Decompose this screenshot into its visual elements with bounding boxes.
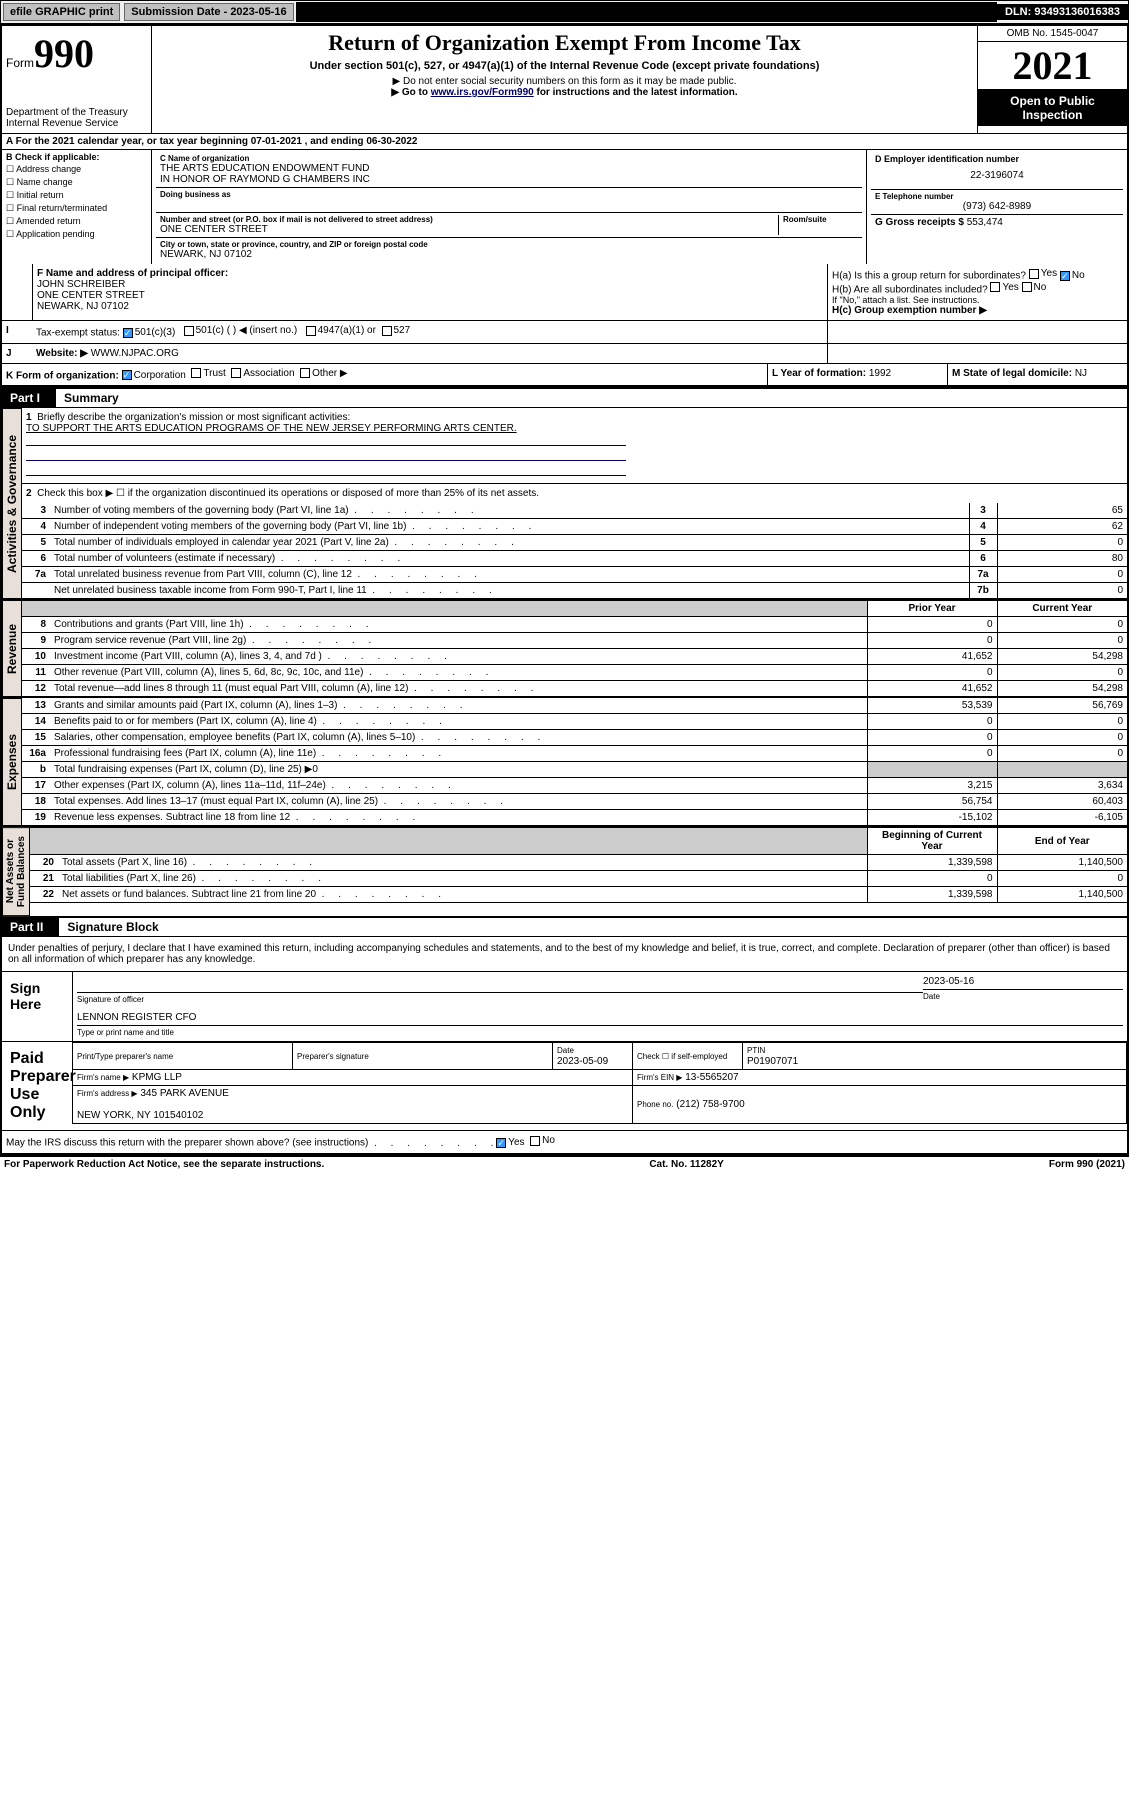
box-f: F Name and address of principal officer:… xyxy=(32,264,827,320)
declaration-text: Under penalties of perjury, I declare th… xyxy=(2,937,1127,971)
vlabel-revenue: Revenue xyxy=(2,600,22,697)
omb-number: OMB No. 1545-0047 xyxy=(978,26,1127,42)
discuss-row: May the IRS discuss this return with the… xyxy=(2,1131,1127,1155)
ssn-note: ▶ Do not enter social security numbers o… xyxy=(156,76,973,87)
vlabel-expenses: Expenses xyxy=(2,698,22,826)
preparer-table: Print/Type preparer's name Preparer's si… xyxy=(72,1042,1127,1124)
vlabel-netassets: Net Assets or Fund Balances xyxy=(2,827,30,916)
hb-yes[interactable]: Yes xyxy=(990,282,1018,293)
part1-header: Part I Summary xyxy=(2,387,1127,408)
hb-no[interactable]: No xyxy=(1022,282,1047,293)
page-footer: For Paperwork Reduction Act Notice, see … xyxy=(0,1157,1129,1172)
blank-line xyxy=(26,464,626,476)
form-title: Return of Organization Exempt From Incom… xyxy=(156,30,973,56)
form-body: Form990 Department of the Treasury Inter… xyxy=(0,24,1129,1157)
ck-assoc[interactable]: Association xyxy=(231,368,294,379)
expenses-table: 13Grants and similar amounts paid (Part … xyxy=(22,698,1127,826)
ck-final-return[interactable]: ☐ Final return/terminated xyxy=(6,203,147,214)
box-h: H(a) Is this a group return for subordin… xyxy=(827,264,1127,320)
org-name: THE ARTS EDUCATION ENDOWMENT FUND IN HON… xyxy=(160,163,858,185)
governance-table: 3Number of voting members of the governi… xyxy=(22,503,1127,599)
public-inspection: Open to Public Inspection xyxy=(978,90,1127,126)
box-k: K Form of organization: Corporation Trus… xyxy=(2,364,767,386)
telephone: (973) 642-8989 xyxy=(875,201,1119,212)
org-city: NEWARK, NJ 07102 xyxy=(160,249,858,260)
box-d-e-g: D Employer identification number 22-3196… xyxy=(867,150,1127,264)
sign-here-label: Sign Here xyxy=(2,972,72,1041)
instructions-link: ▶ Go to www.irs.gov/Form990 for instruct… xyxy=(156,87,973,98)
ck-address-change[interactable]: ☐ Address change xyxy=(6,164,147,175)
gross-receipts: 553,474 xyxy=(967,217,1003,228)
form-header: Form990 Department of the Treasury Inter… xyxy=(2,26,1127,134)
form-subtitle: Under section 501(c), 527, or 4947(a)(1)… xyxy=(156,60,973,72)
mission-text: TO SUPPORT THE ARTS EDUCATION PROGRAMS O… xyxy=(26,423,517,434)
box-i: Tax-exempt status: 501(c)(3) 501(c) ( ) … xyxy=(32,321,827,343)
ck-501c3[interactable]: 501(c)(3) xyxy=(123,327,176,338)
discuss-yes[interactable]: Yes xyxy=(496,1137,524,1148)
blank-line xyxy=(26,449,626,461)
irs-link[interactable]: www.irs.gov/Form990 xyxy=(431,87,534,98)
ha-no[interactable]: No xyxy=(1060,270,1085,281)
sig-date: 2023-05-16 xyxy=(923,976,1123,987)
topbar-spacer xyxy=(296,2,997,22)
box-c: C Name of organization THE ARTS EDUCATIO… xyxy=(152,150,867,264)
ck-4947[interactable]: 4947(a)(1) or xyxy=(306,325,376,336)
ck-other[interactable]: Other ▶ xyxy=(300,368,347,379)
ein: 22-3196074 xyxy=(875,164,1119,187)
ck-trust[interactable]: Trust xyxy=(191,368,225,379)
dept-label: Department of the Treasury Internal Reve… xyxy=(6,107,147,129)
ck-amended-return[interactable]: ☐ Amended return xyxy=(6,216,147,227)
org-address: ONE CENTER STREET xyxy=(160,224,778,235)
efile-print-button[interactable]: efile GRAPHIC print xyxy=(3,3,120,21)
ck-corp[interactable]: Corporation xyxy=(122,370,186,381)
paid-preparer-label: Paid Preparer Use Only xyxy=(2,1042,72,1130)
blank-line xyxy=(26,434,626,446)
tax-year: 2021 xyxy=(978,42,1127,90)
part2-header: Part II Signature Block xyxy=(2,916,1127,937)
box-j: Website: ▶ WWW.NJPAC.ORG xyxy=(32,344,827,363)
dln-label: DLN: 93493136016383 xyxy=(997,4,1128,20)
revenue-table: Prior YearCurrent Year 8Contributions an… xyxy=(22,600,1127,697)
ck-527[interactable]: 527 xyxy=(382,325,411,336)
discuss-no[interactable]: No xyxy=(530,1135,555,1146)
vlabel-governance: Activities & Governance xyxy=(2,408,22,599)
topbar: efile GRAPHIC print Submission Date - 20… xyxy=(0,0,1129,24)
box-b: B Check if applicable: ☐ Address change … xyxy=(2,150,152,264)
box-m: M State of legal domicile: NJ xyxy=(947,364,1127,386)
ha-yes[interactable]: Yes xyxy=(1029,268,1057,279)
submission-date-button[interactable]: Submission Date - 2023-05-16 xyxy=(124,3,293,21)
form-number: Form990 xyxy=(6,30,147,77)
ck-initial-return[interactable]: ☐ Initial return xyxy=(6,190,147,201)
officer-name: LENNON REGISTER CFO xyxy=(77,1012,1123,1023)
website-value: WWW.NJPAC.ORG xyxy=(91,348,179,359)
box-l: L Year of formation: 1992 xyxy=(767,364,947,386)
period-line: A For the 2021 calendar year, or tax yea… xyxy=(2,134,421,149)
netassets-table: Beginning of Current YearEnd of Year 20T… xyxy=(30,827,1127,903)
ck-501c[interactable]: 501(c) ( ) ◀ (insert no.) xyxy=(184,325,298,336)
ck-application-pending[interactable]: ☐ Application pending xyxy=(6,229,147,240)
ck-name-change[interactable]: ☐ Name change xyxy=(6,177,147,188)
